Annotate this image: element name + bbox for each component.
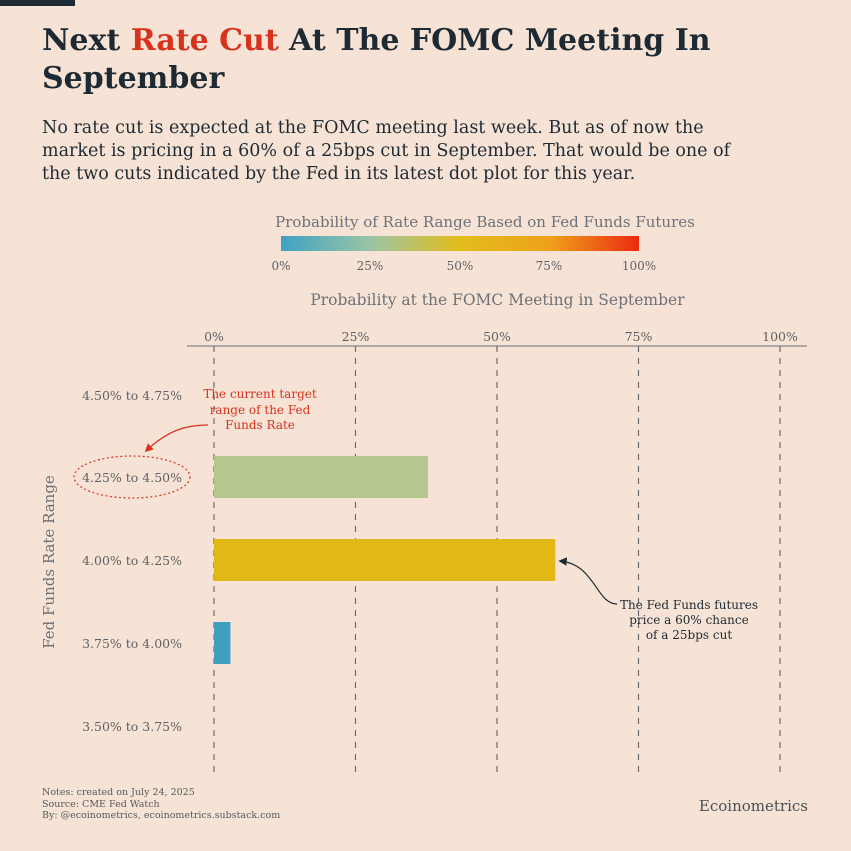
bar-4-25-4-50 (214, 456, 428, 498)
legend-gradient-bar (281, 236, 639, 251)
legend-title: Probability of Rate Range Based on Fed F… (275, 213, 695, 231)
highlight-ellipse (73, 455, 191, 499)
title-part-2: At The FOMC Meeting In September (42, 23, 711, 96)
annotation-target-text: Funds Rate (225, 418, 295, 432)
y-category-label: 4.25% to 4.50% (82, 470, 182, 485)
y-category-label: 3.50% to 3.75% (82, 719, 182, 734)
notes: Notes: created on July 24, 2025 Source: … (42, 787, 280, 822)
x-tick-label-50: 50% (483, 329, 511, 344)
bar-4-00-4-25 (214, 539, 556, 581)
title-part-1: Next (42, 23, 131, 58)
annotation-target-arrow (144, 424, 209, 453)
bar-3-75-4-00 (214, 622, 231, 664)
legend-tick-100: 100% (621, 259, 657, 273)
top-accent-bar (0, 0, 75, 6)
legend-tick-50: 50% (446, 259, 474, 273)
title-accent: Rate Cut (130, 23, 279, 58)
y-category-label: 4.00% to 4.25% (82, 553, 182, 568)
subtitle: No rate cut is expected at the FOMC meet… (42, 118, 731, 184)
y-category-label: 4.50% to 4.75% (82, 388, 182, 403)
annotation-cut-text: The Fed Funds futures (620, 598, 758, 612)
annotation-cut-text: of a 25bps cut (646, 628, 733, 642)
brand-logo-text: Ecoinometrics (698, 797, 808, 815)
annotation-cut-text: price a 60% chance (629, 613, 749, 627)
x-tick-label-25: 25% (342, 329, 370, 344)
page-title: Next Rate Cut At The FOMC Meeting In Sep… (42, 22, 802, 98)
x-tick-label-0: 0% (204, 329, 224, 344)
legend-tick-0: 0% (271, 259, 291, 273)
legend-tick-25: 25% (356, 259, 384, 273)
annotation-target-text: range of the Fed (210, 403, 311, 417)
x-axis-title: Probability at the FOMC Meeting in Septe… (310, 291, 685, 309)
x-tick-label-75: 75% (625, 329, 653, 344)
notes-created: Notes: created on July 24, 2025 (42, 787, 195, 798)
x-tick-label-100: 100% (762, 329, 798, 344)
notes-source: Source: CME Fed Watch (42, 798, 160, 810)
annotation-cut-arrow (558, 557, 618, 605)
annotation-target-text: The current target (203, 387, 317, 401)
notes-byline: By: @ecoinometrics, ecoinometrics.substa… (42, 810, 281, 821)
y-category-label: 3.75% to 4.00% (82, 636, 182, 651)
legend-tick-75: 75% (535, 259, 563, 273)
